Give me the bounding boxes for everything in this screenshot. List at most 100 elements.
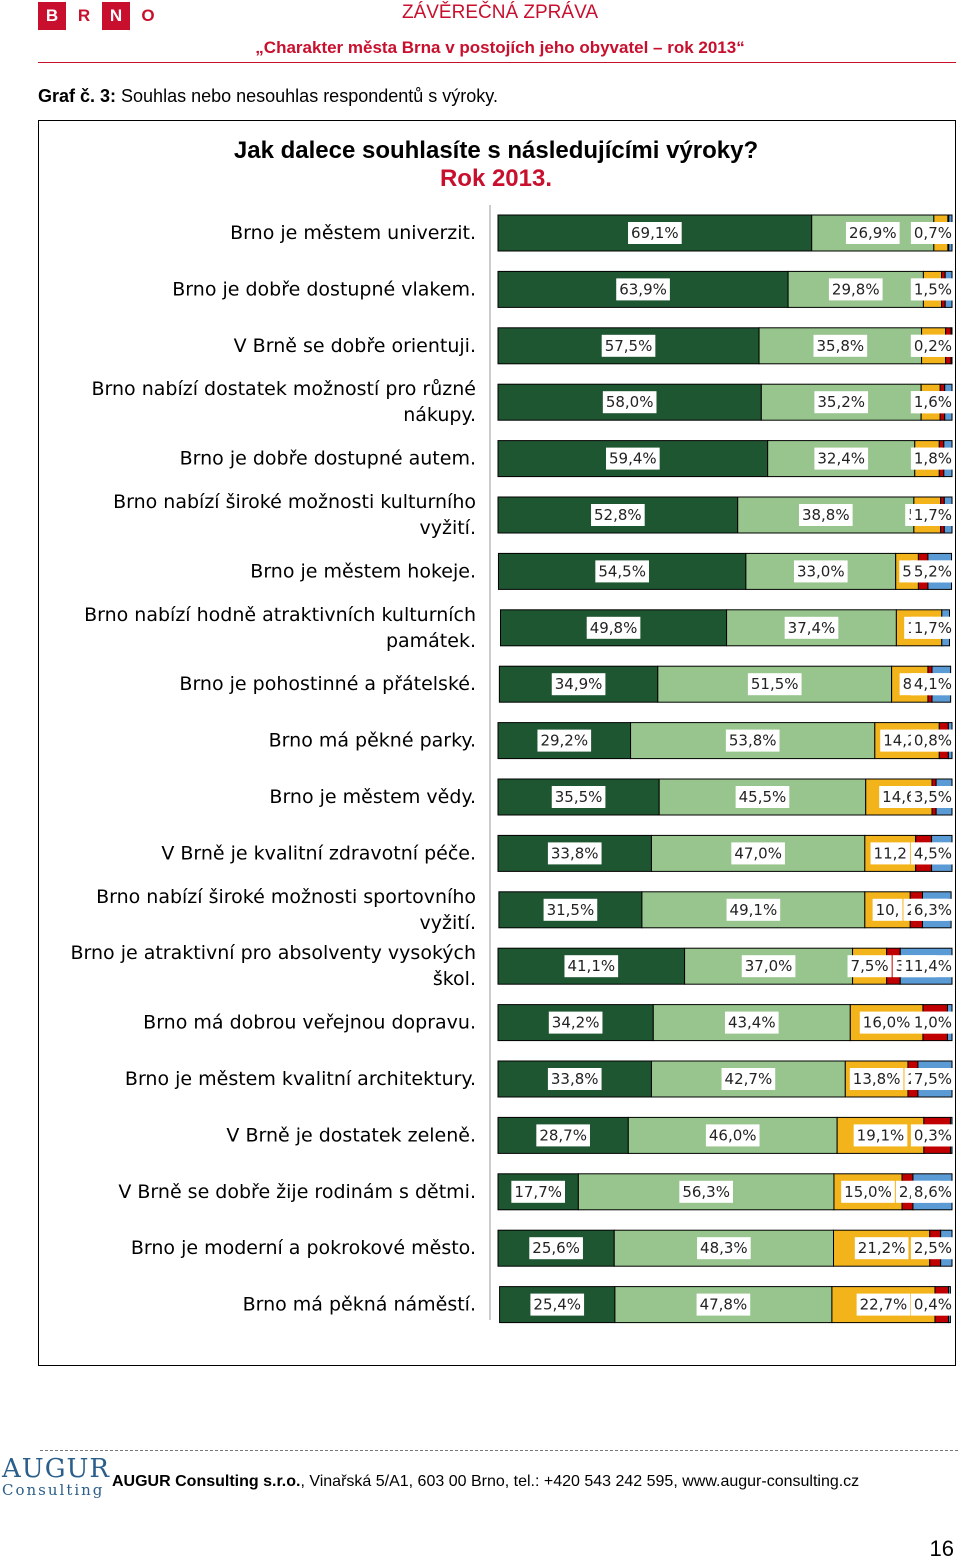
bar-label-bg [910, 1293, 955, 1316]
bar-label-bg [793, 560, 848, 583]
bar-label-bg [551, 673, 606, 696]
bar-value-label: 47,8% [700, 1296, 748, 1314]
bar-value-label: 1,6% [914, 393, 952, 411]
bar-label-bg [813, 334, 868, 357]
bar-label-bg [910, 560, 955, 583]
category-label: Brno je pohostinné a přátelské. [179, 673, 476, 695]
bar-label-bg [530, 1293, 585, 1316]
bar-value-label: 13,8% [853, 1070, 901, 1088]
bar-label-bg [910, 334, 955, 357]
bar-label-bg [910, 786, 955, 808]
bar-value-label: 33,8% [551, 1070, 599, 1088]
bar-value-label: 25,6% [532, 1239, 580, 1257]
bar-value-label: 2,5% [914, 1239, 952, 1257]
bar-value-label: 4,1% [914, 675, 952, 693]
category-label: Brno nabízí široké možnosti sportovního v… [96, 886, 476, 934]
bar-label-bg [856, 1293, 911, 1316]
bar-value-label: 7,5% [851, 957, 889, 975]
bar-label-bg [616, 278, 670, 301]
bar-value-label: 37,4% [788, 619, 836, 637]
bar-value-label: 69,1% [631, 224, 679, 242]
bar-value-label: 0,2% [914, 337, 952, 355]
logo-letter-b: B [38, 2, 66, 30]
bar-value-label: 0,3% [914, 1126, 952, 1144]
bar-label-bg [853, 1124, 908, 1147]
bar-label-bg [529, 1237, 583, 1260]
bar-value-label: 56,3% [682, 1183, 730, 1201]
bar-label-bg [606, 447, 660, 470]
bar-value-label: 1,7% [914, 506, 952, 524]
bar-segment [497, 214, 813, 252]
bar-label-bg [879, 786, 919, 808]
bar-value-label: 1,7% [914, 619, 952, 637]
bar-value-label: 1,0% [914, 1014, 952, 1032]
bar-label-bg [543, 898, 598, 921]
bar-label-bg [731, 842, 785, 865]
bar-value-label: 35,5% [555, 788, 603, 806]
category-label: Brno je městem kvalitní architektury. [125, 1068, 476, 1090]
chart-title: Jak dalece souhlasíte s následujícími vý… [38, 137, 954, 193]
bar-label-bg [849, 1068, 904, 1090]
bar-label-bg [784, 616, 839, 639]
category-label: V Brně se dobře orientuji. [234, 335, 476, 357]
bar-segment [499, 609, 728, 647]
bar-label-bg [721, 1068, 776, 1090]
bar-value-label: 58,0% [606, 393, 654, 411]
bar-label-bg [910, 673, 955, 696]
category-label: Brno je městem hokeje. [250, 560, 476, 582]
bar-label-bg [910, 898, 955, 921]
bar-value-label: 51,5% [751, 675, 799, 693]
bar-value-label: 15,0% [844, 1183, 892, 1201]
bar-value-label: 3,5% [914, 788, 952, 806]
bar-label-bg [910, 1180, 955, 1203]
bar-label-bg [601, 334, 656, 357]
bar-label-bg [548, 1011, 603, 1034]
bar-label-bg [910, 729, 955, 752]
augur-logo: AUGUR Consulting [2, 1454, 110, 1499]
bar-label-bg [910, 222, 955, 244]
chart-title-question: Jak dalece souhlasíte s následujícími vý… [233, 137, 759, 164]
bar-segment [497, 1116, 629, 1154]
bar-label-bg [828, 278, 883, 301]
category-label: Brno má dobrou veřejnou dopravu. [143, 1012, 476, 1034]
bar-label-bg [696, 1293, 751, 1316]
bar-label-bg [595, 560, 649, 583]
bar-label-bg [910, 278, 955, 301]
bar-value-label: 5 [902, 562, 912, 580]
brno-logo: B R N O [38, 2, 162, 30]
bar-value-label: 14,6 [882, 788, 915, 806]
bar-value-label: 54,5% [598, 562, 646, 580]
bar-label-bg [910, 1011, 955, 1034]
bar-value-label: 57,5% [605, 337, 653, 355]
bar-label-bg [591, 504, 645, 526]
bar-label-bg [910, 1237, 955, 1260]
bar-value-label: 0,7% [914, 224, 952, 242]
augur-logo-main: AUGUR [2, 1454, 110, 1484]
category-label: Brno nabízí dostatek možností pro různé n… [91, 378, 476, 426]
category-label: Brno má pěkná náměstí. [243, 1294, 476, 1316]
bar-value-label: 0,8% [914, 732, 952, 750]
bar-label-bg [798, 504, 853, 526]
bar-label-bg [697, 1237, 751, 1260]
footer-contact: AUGUR Consulting s.r.o., Vinařská 5/A1, … [112, 1473, 859, 1491]
bar-value-label: 16,0% [863, 1014, 911, 1032]
bar-value-label: 10, [876, 901, 900, 919]
bar-value-label: 53,8% [729, 732, 777, 750]
bar-value-label: 19,1% [857, 1126, 905, 1144]
augur-logo-sub: Consulting [2, 1481, 105, 1499]
category-label: Brno je moderní a pokrokové město. [131, 1237, 476, 1259]
bar-label-bg [586, 616, 641, 639]
bar-label-bg [724, 1011, 779, 1034]
category-label: Brno je atraktivní pro absolventy vysoký… [70, 942, 476, 990]
bar-value-label: 4,5% [914, 844, 952, 862]
chart-title-year: Rok 2013. [439, 165, 553, 192]
logo-letter-o: O [134, 2, 162, 30]
report-title: ZÁVĚREČNÁ ZPRÁVA [401, 2, 599, 23]
bar-value-label: 26,9% [849, 224, 897, 242]
bar-label-bg [859, 1011, 914, 1034]
bar-label-bg [536, 1124, 590, 1147]
bar-value-label: 1,5% [914, 280, 952, 298]
bar-label-bg [564, 955, 619, 978]
category-label: Brno má pěkné parky. [269, 730, 476, 752]
